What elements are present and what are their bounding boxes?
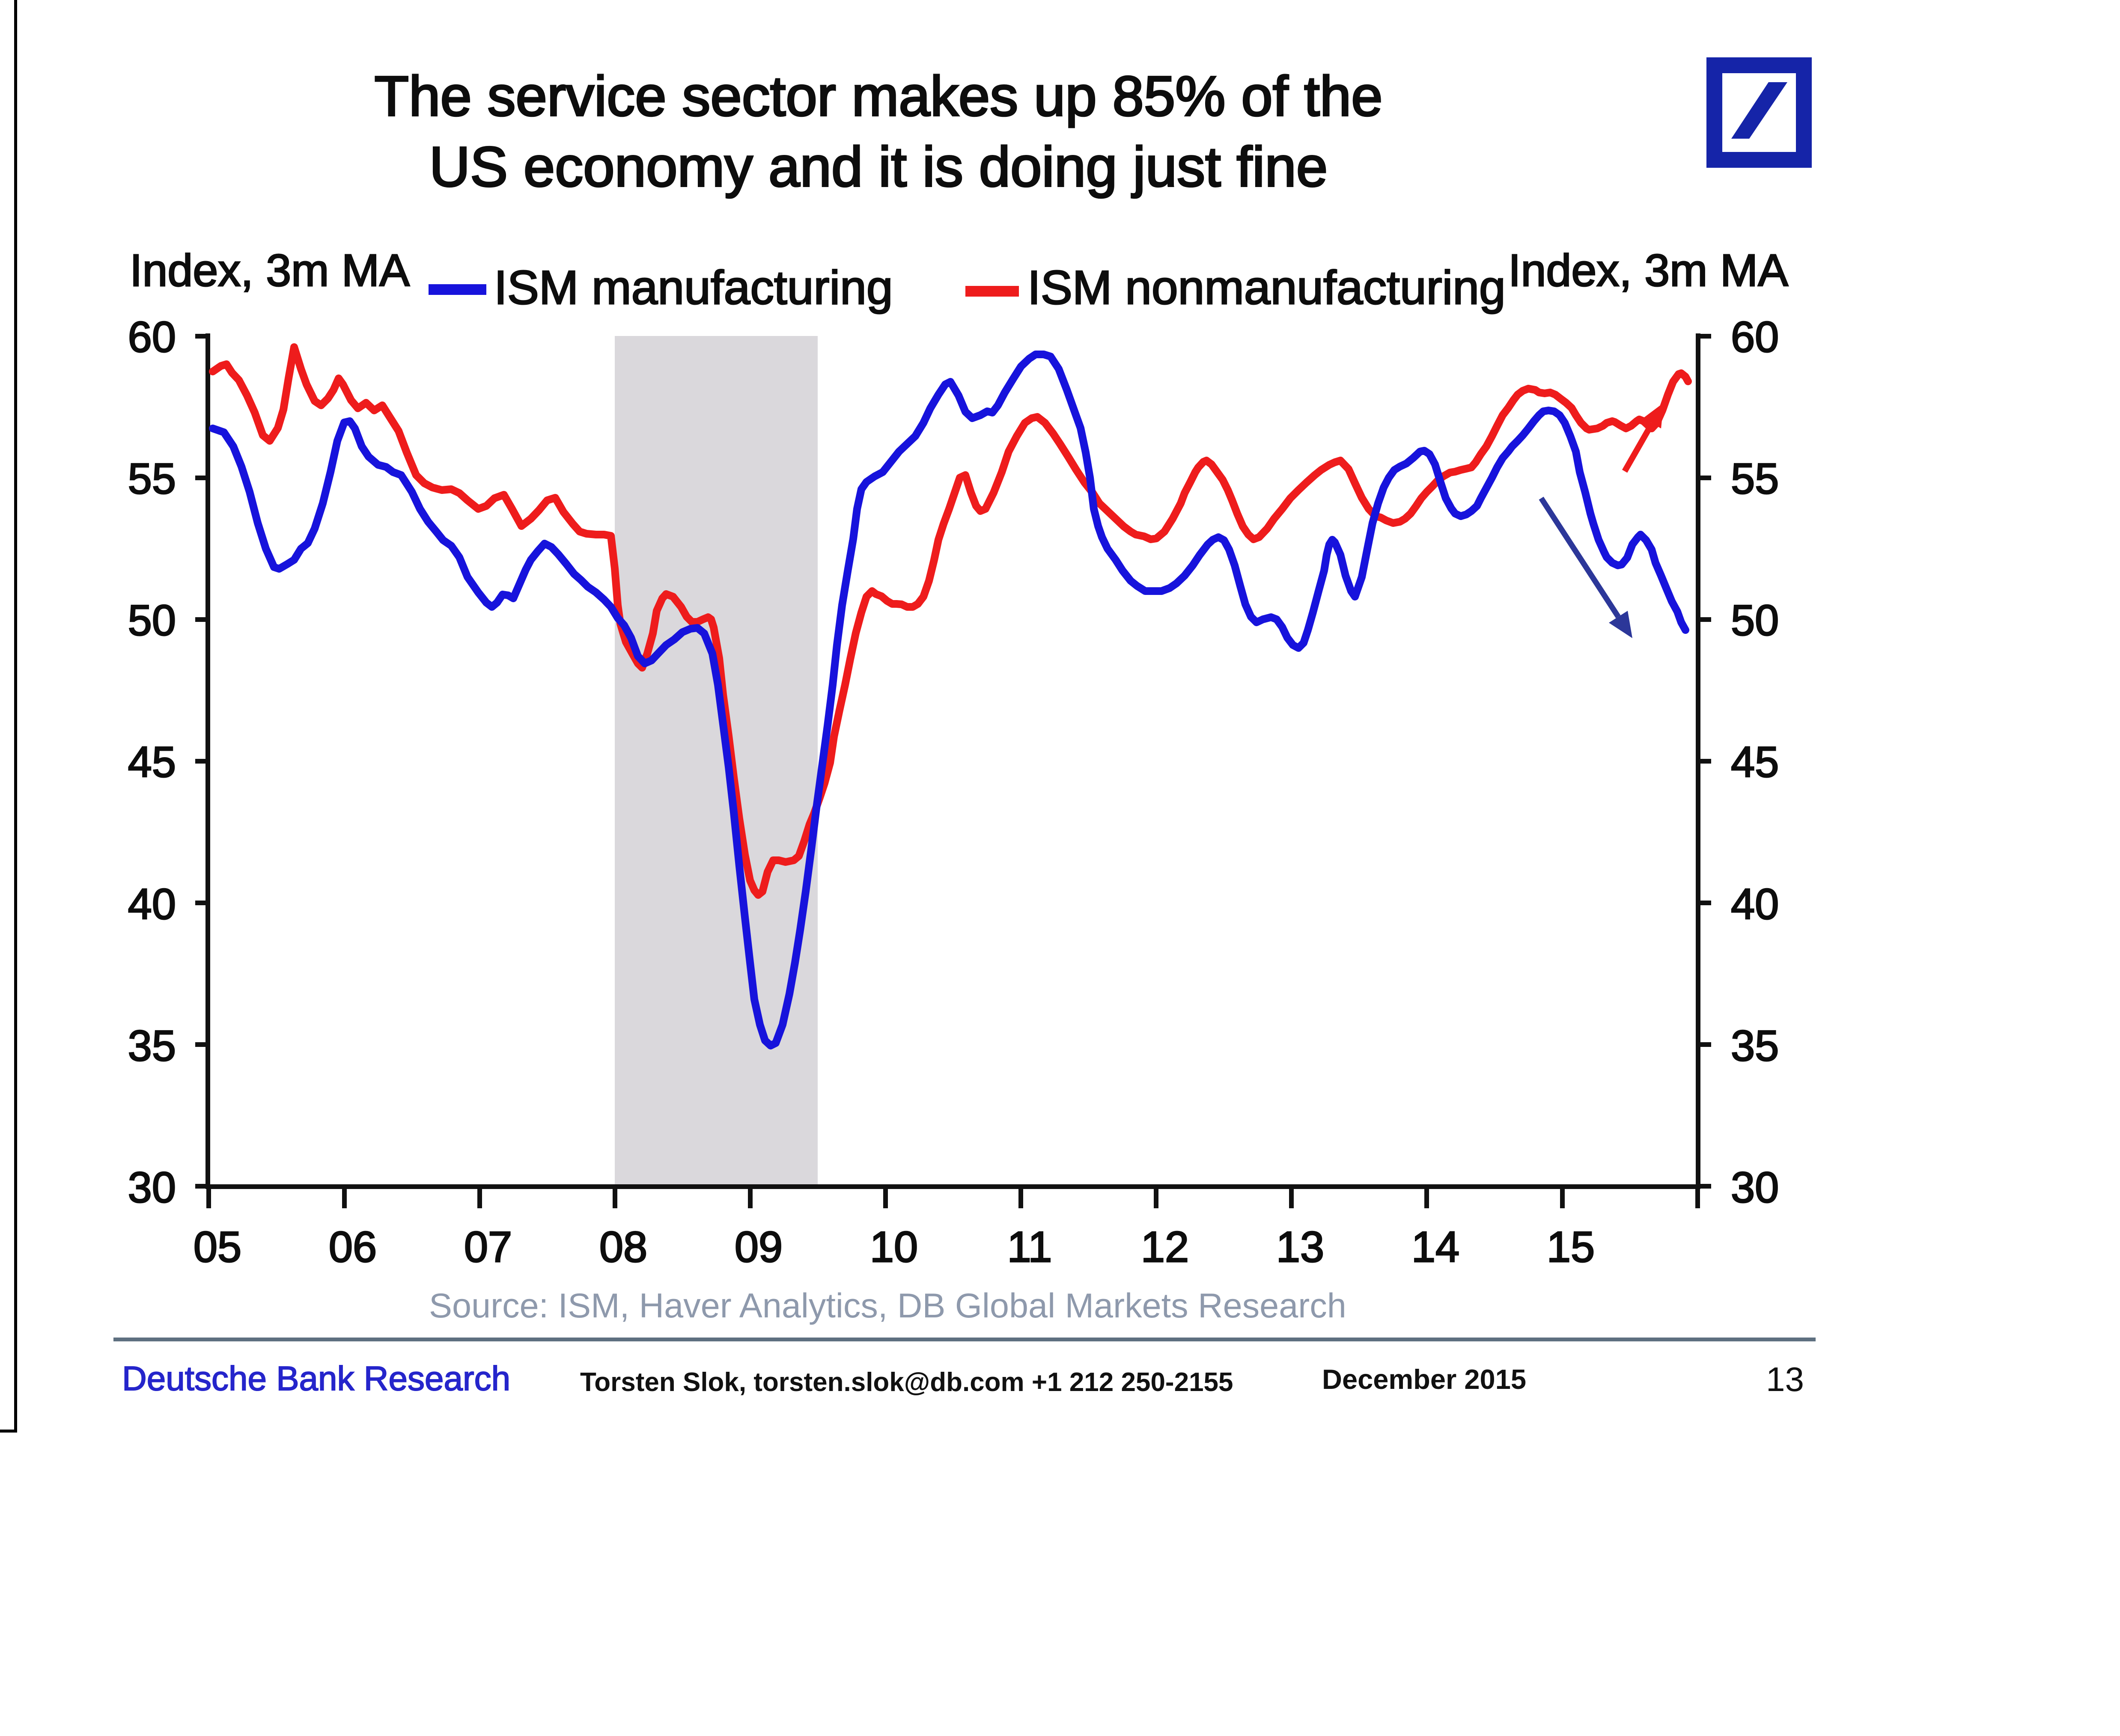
svg-text:55: 55	[128, 455, 176, 503]
svg-text:05: 05	[194, 1223, 241, 1271]
svg-text:50: 50	[1731, 597, 1779, 645]
svg-text:15: 15	[1547, 1223, 1595, 1271]
svg-text:13: 13	[1766, 1360, 1804, 1398]
svg-text:07: 07	[464, 1223, 512, 1271]
svg-text:Deutsche Bank Research: Deutsche Bank Research	[122, 1359, 510, 1397]
svg-text:35: 35	[1731, 1022, 1779, 1070]
svg-text:40: 40	[1731, 880, 1779, 928]
svg-text:11: 11	[1007, 1223, 1052, 1271]
svg-text:35: 35	[128, 1022, 176, 1070]
svg-text:10: 10	[870, 1223, 918, 1271]
svg-text:45: 45	[1731, 738, 1779, 786]
svg-text:30: 30	[1731, 1164, 1779, 1212]
svg-text:30: 30	[128, 1164, 176, 1212]
svg-text:13: 13	[1276, 1223, 1324, 1271]
svg-text:45: 45	[128, 738, 176, 786]
svg-text:Index, 3m MA: Index, 3m MA	[130, 245, 410, 296]
svg-text:08: 08	[599, 1223, 647, 1271]
svg-text:ISM manufacturing: ISM manufacturing	[494, 261, 893, 314]
svg-text:ISM nonmanufacturing: ISM nonmanufacturing	[1027, 261, 1506, 314]
svg-text:06: 06	[329, 1223, 377, 1271]
svg-text:50: 50	[128, 597, 176, 645]
svg-text:US economy and it is doing jus: US economy and it is doing just fine	[429, 135, 1328, 198]
svg-text:The service sector makes up 85: The service sector makes up 85% of the	[374, 65, 1382, 128]
svg-text:09: 09	[735, 1223, 783, 1271]
svg-text:Source: ISM, Haver Analytics,: Source: ISM, Haver Analytics, DB Global …	[429, 1287, 1346, 1325]
svg-text:12: 12	[1141, 1223, 1189, 1271]
svg-text:Torsten Slok, torsten.slok@db.: Torsten Slok, torsten.slok@db.com +1 212…	[580, 1367, 1233, 1397]
svg-text:14: 14	[1411, 1223, 1459, 1271]
svg-text:60: 60	[1731, 313, 1779, 361]
svg-text:December 2015: December 2015	[1322, 1364, 1526, 1395]
svg-text:55: 55	[1731, 455, 1779, 503]
svg-text:60: 60	[128, 313, 176, 361]
svg-text:40: 40	[128, 880, 176, 928]
svg-text:Index, 3m MA: Index, 3m MA	[1508, 245, 1788, 296]
